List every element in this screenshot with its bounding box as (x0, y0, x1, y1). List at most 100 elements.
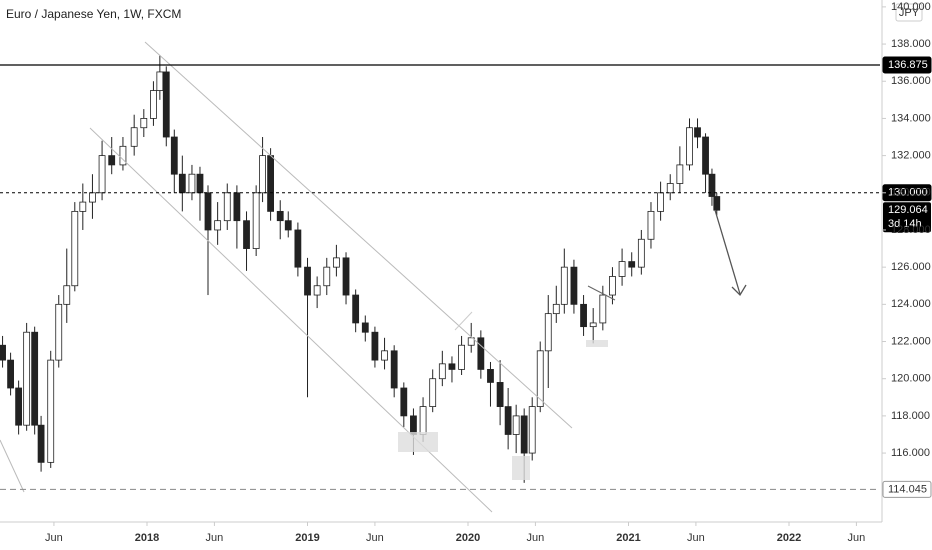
candle-body (536, 350, 544, 407)
candle-body (512, 415, 520, 435)
candle-body (609, 276, 616, 296)
candle-body (487, 369, 494, 383)
candle-body (196, 173, 204, 194)
candle-body (352, 294, 360, 324)
candle-body (119, 145, 127, 166)
candle-body (63, 285, 71, 305)
candle-body (178, 173, 186, 194)
last-price-box (883, 202, 931, 233)
currency: JPY (899, 7, 920, 19)
x-tick-label: 2022 (777, 532, 801, 544)
candle-body (243, 220, 250, 249)
candle-body (438, 363, 446, 380)
level-label: 130.000 (888, 187, 928, 199)
candle-body (140, 118, 148, 129)
candle-body (686, 127, 693, 166)
candle-body (419, 406, 427, 435)
y-tick-label: 134.000 (891, 112, 931, 124)
candle-body (400, 387, 408, 417)
highlight-box (512, 456, 530, 480)
candle-body (504, 406, 512, 435)
candle-body (156, 71, 164, 91)
candle-body (666, 183, 674, 194)
candle-body (580, 303, 587, 328)
y-tick-label: 120.000 (891, 373, 931, 385)
candle-body (55, 303, 63, 361)
candle-body (702, 136, 709, 175)
candle-body (371, 331, 379, 361)
level-label: 136.875 (888, 59, 928, 71)
candle-body (657, 192, 665, 212)
candle-body (410, 415, 417, 435)
x-tick-label: Jun (687, 532, 705, 544)
candle-body (628, 261, 636, 268)
x-tick-label: Jun (45, 532, 63, 544)
candle-body (233, 192, 241, 222)
candle-body (89, 192, 96, 203)
candle-body (0, 344, 6, 361)
candle-body (458, 344, 465, 370)
candle-body (108, 155, 116, 166)
candle-body (15, 387, 23, 426)
y-tick-label: 122.000 (891, 335, 931, 347)
candle-body (477, 337, 485, 370)
candle-body (284, 220, 292, 231)
last-price: 129.064 (888, 204, 928, 216)
forecast-arrow (714, 209, 741, 295)
candle-body (294, 229, 302, 268)
candle-body (448, 363, 456, 370)
candle-body (520, 415, 528, 454)
currency-box (895, 3, 923, 22)
y-tick-label: 138.000 (891, 38, 931, 50)
candle-body (223, 192, 231, 222)
x-tick-label: 2018 (135, 532, 159, 544)
candle-body (304, 266, 311, 296)
drawings (0, 41, 747, 513)
candle-body (267, 155, 274, 212)
x-tick-label: Jun (366, 532, 384, 544)
candle-body (618, 261, 626, 277)
trend-segment (587, 285, 616, 301)
arrow-head (731, 284, 747, 297)
candle-body (259, 155, 266, 194)
x-tick-label: 2020 (456, 532, 480, 544)
candle-body (313, 285, 321, 296)
candle-body (694, 127, 701, 138)
candle-body (528, 406, 536, 454)
candle-body (98, 155, 106, 194)
channel-left (0, 439, 25, 493)
candle-body (544, 313, 552, 352)
candle-body (390, 350, 398, 389)
candle-body (342, 257, 350, 296)
candle-body (676, 164, 684, 184)
candle-body (130, 127, 138, 147)
candle-body (647, 210, 655, 240)
highlight-box (398, 432, 438, 452)
candle-body (713, 196, 721, 211)
x-tick-label: Jun (527, 532, 545, 544)
candle-body (496, 382, 504, 407)
y-tick-label: 116.000 (891, 447, 930, 459)
y-tick-label: 140.000 (891, 1, 931, 13)
candle-body (204, 192, 212, 231)
candle-body (79, 201, 87, 212)
candle-body (570, 266, 578, 305)
y-tick-label: 136.000 (891, 75, 931, 87)
candle-body (150, 90, 157, 119)
level-label-box (882, 56, 932, 74)
candle-body (560, 266, 568, 305)
trend-segment (454, 311, 473, 331)
x-tick-label: 2019 (295, 532, 319, 544)
candle-body (162, 71, 170, 138)
candle-body (637, 238, 645, 268)
level-label-box (882, 480, 932, 498)
candle-body (37, 424, 45, 463)
candle-body (361, 322, 369, 333)
level-label: 114.045 (888, 483, 927, 495)
candle-body (71, 210, 79, 287)
candle-body (589, 322, 597, 328)
candle-body (23, 331, 31, 426)
candle-body (276, 210, 284, 222)
x-tick-label: Jun (206, 532, 224, 544)
